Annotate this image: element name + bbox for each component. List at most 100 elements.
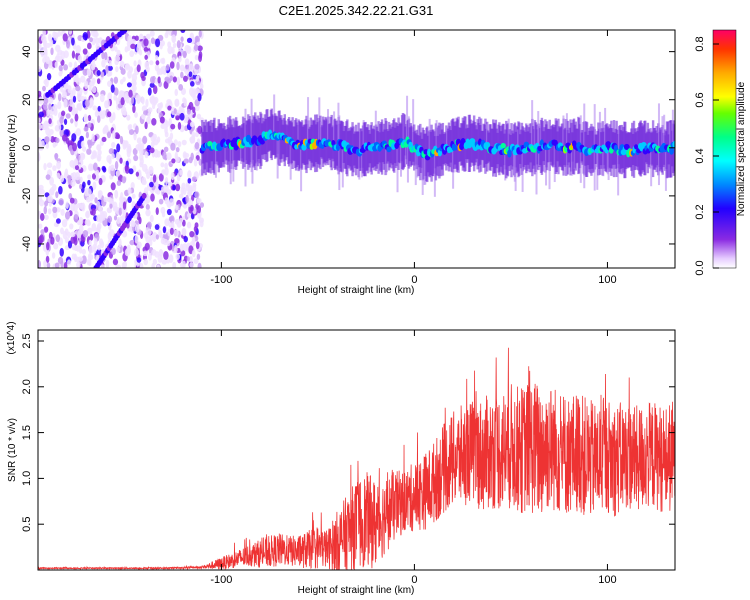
noise-speckle xyxy=(172,76,177,83)
noise-speckle xyxy=(108,148,115,155)
noise-speckle xyxy=(88,84,92,92)
spectrogram-y-ticks: -40 -20 0 20 40 xyxy=(21,46,675,252)
noise-speckle xyxy=(158,198,164,205)
noise-speckle xyxy=(69,98,74,107)
noise-speckle xyxy=(107,70,113,77)
signal-spike xyxy=(435,120,438,152)
noise-speckle xyxy=(113,215,118,221)
noise-speckle xyxy=(94,169,100,176)
noise-speckle xyxy=(151,249,157,256)
snr-x-tick-label: -100 xyxy=(210,574,232,586)
noise-speckle xyxy=(191,130,196,139)
signal-spike xyxy=(232,143,235,182)
colorbar-gradient xyxy=(712,29,737,269)
noise-speckle xyxy=(168,216,174,222)
noise-speckle xyxy=(38,184,44,191)
colorbar-tick-label: 0.4 xyxy=(694,148,706,163)
noise-speckle xyxy=(77,139,83,149)
noise-speckle xyxy=(186,256,190,262)
noise-speckle xyxy=(140,142,145,151)
noise-speckle xyxy=(103,126,109,134)
spectrogram-x-axis-title: Height of straight line (km) xyxy=(298,285,415,296)
noise-speckle xyxy=(47,195,53,203)
noise-speckle xyxy=(119,90,125,97)
noise-speckle xyxy=(149,147,155,154)
noise-speckle xyxy=(122,201,127,210)
noise-speckle xyxy=(111,153,115,160)
snr-y-tick-label: 1.0 xyxy=(21,471,33,486)
noise-speckle xyxy=(38,223,43,229)
snr-y-tick-label: 1.5 xyxy=(21,425,33,440)
noise-speckle xyxy=(155,38,161,48)
noise-speckle xyxy=(85,131,90,139)
noise-speckle xyxy=(124,63,130,70)
noise-speckle xyxy=(38,117,41,124)
spectrogram-x-tick-label: 0 xyxy=(411,274,417,286)
noise-speckle xyxy=(114,55,121,62)
noise-speckle xyxy=(179,64,185,72)
noise-speckle xyxy=(57,101,62,110)
noise-speckle xyxy=(55,234,60,243)
noise-speckle xyxy=(64,228,69,236)
noise-speckle xyxy=(77,230,82,239)
noise-speckle xyxy=(164,166,169,176)
spectrogram-frame xyxy=(37,29,676,269)
noise-speckle xyxy=(159,116,165,124)
noise-speckle xyxy=(179,217,184,223)
noise-speckle xyxy=(119,157,123,164)
noise-speckle xyxy=(191,249,196,258)
noise-speckle xyxy=(67,175,72,185)
noise-speckle xyxy=(149,82,155,88)
noise-speckle xyxy=(115,152,120,161)
noise-speckle xyxy=(127,196,132,203)
noise-speckle xyxy=(54,262,60,268)
noise-speckle xyxy=(43,226,49,233)
noise-speckle xyxy=(131,220,136,228)
noise-speckle xyxy=(40,35,47,43)
noise-speckle xyxy=(195,75,200,82)
noise-streak-mark xyxy=(122,30,128,33)
noise-speckle xyxy=(182,219,186,227)
noise-speckle xyxy=(87,174,92,180)
noise-speckle xyxy=(157,76,161,84)
noise-speckle xyxy=(143,110,148,116)
snr-y-tick-label: 2.0 xyxy=(21,379,33,394)
noise-speckle xyxy=(62,90,67,99)
noise-speckle xyxy=(179,112,185,121)
noise-speckle xyxy=(74,172,81,181)
noise-speckle xyxy=(126,114,131,121)
noise-speckle xyxy=(119,60,125,68)
noise-speckle xyxy=(58,64,63,72)
colorbar-tick-label: 0.6 xyxy=(694,92,706,107)
noise-speckle xyxy=(180,250,186,257)
noise-speckle xyxy=(141,75,146,82)
noise-speckle xyxy=(166,98,172,105)
noise-speckle xyxy=(191,176,197,182)
noise-speckle xyxy=(167,181,173,187)
noise-speckle xyxy=(56,172,61,179)
noise-speckle xyxy=(79,95,86,102)
colorbar: 0.0 0.2 0.4 0.6 0.8 Normalized spectral ampl… xyxy=(694,29,747,276)
noise-speckle xyxy=(93,162,98,171)
noise-speckle xyxy=(106,111,112,118)
noise-speckle xyxy=(127,187,132,195)
noise-speckle xyxy=(146,229,152,236)
noise-speckle xyxy=(98,177,103,186)
noise-speckle xyxy=(112,112,116,121)
noise-speckle xyxy=(58,198,64,206)
noise-speckle xyxy=(175,115,180,121)
noise-speckle xyxy=(149,76,155,84)
noise-speckle xyxy=(70,118,74,124)
noise-speckle xyxy=(167,45,173,55)
noise-speckle xyxy=(192,184,197,193)
noise-speckle xyxy=(187,177,192,184)
noise-speckle xyxy=(68,30,73,35)
signal-core xyxy=(669,146,674,155)
noise-speckle xyxy=(176,61,180,71)
noise-speckle xyxy=(199,219,204,228)
noise-speckle xyxy=(94,37,100,44)
noise-speckle xyxy=(98,205,103,213)
noise-speckle xyxy=(198,53,203,63)
noise-speckle xyxy=(115,264,122,268)
noise-speckle xyxy=(120,68,126,75)
